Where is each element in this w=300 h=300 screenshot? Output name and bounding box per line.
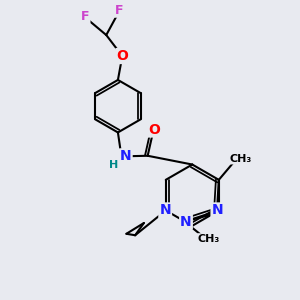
Text: O: O <box>148 122 160 136</box>
Text: CH₃: CH₃ <box>230 154 252 164</box>
Text: F: F <box>81 10 89 23</box>
Text: CH₃: CH₃ <box>198 234 220 244</box>
Text: N: N <box>212 206 224 220</box>
Text: N: N <box>212 203 223 218</box>
Text: N: N <box>120 149 132 164</box>
Text: F: F <box>115 4 123 17</box>
Text: N: N <box>159 203 171 218</box>
Text: N: N <box>180 214 192 229</box>
Text: H: H <box>109 160 118 170</box>
Text: O: O <box>116 49 128 63</box>
